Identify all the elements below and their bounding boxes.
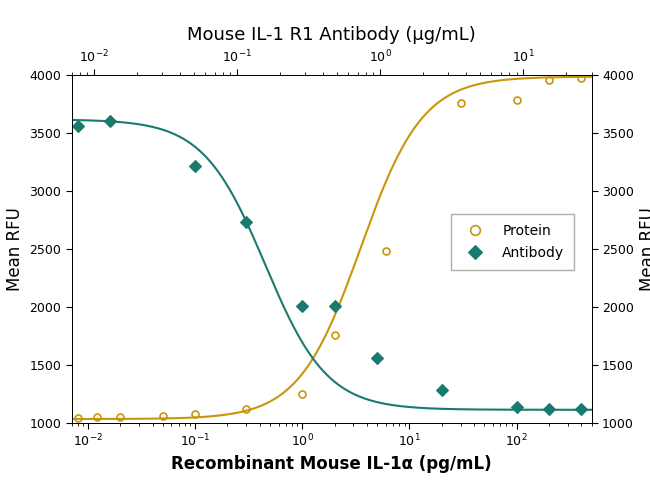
- Protein: [116, 413, 124, 420]
- Protein: [93, 414, 101, 421]
- Antibody: [577, 405, 585, 411]
- Antibody: [242, 219, 250, 225]
- Line: Protein: Protein: [74, 74, 584, 422]
- Antibody: [106, 118, 114, 124]
- Protein: [545, 77, 552, 83]
- Antibody: [331, 303, 339, 309]
- Protein: [298, 390, 306, 396]
- Protein: [74, 415, 82, 421]
- Antibody: [191, 162, 199, 169]
- Antibody: [513, 404, 521, 410]
- X-axis label: Recombinant Mouse IL-1α (pg/mL): Recombinant Mouse IL-1α (pg/mL): [171, 455, 492, 473]
- Protein: [457, 100, 465, 106]
- Protein: [577, 75, 585, 81]
- Protein: [242, 405, 250, 411]
- X-axis label: Mouse IL-1 R1 Antibody (μg/mL): Mouse IL-1 R1 Antibody (μg/mL): [187, 26, 476, 44]
- Y-axis label: Mean RFU: Mean RFU: [640, 207, 650, 291]
- Line: Antibody: Antibody: [73, 116, 585, 413]
- Antibody: [438, 387, 446, 393]
- Protein: [191, 411, 199, 417]
- Legend: Protein, Antibody: Protein, Antibody: [451, 214, 574, 270]
- Y-axis label: Mean RFU: Mean RFU: [6, 207, 23, 291]
- Antibody: [545, 405, 552, 411]
- Protein: [513, 97, 521, 103]
- Antibody: [298, 303, 306, 309]
- Protein: [159, 412, 167, 418]
- Protein: [331, 331, 339, 338]
- Protein: [382, 248, 389, 255]
- Antibody: [373, 355, 381, 361]
- Antibody: [74, 123, 82, 129]
